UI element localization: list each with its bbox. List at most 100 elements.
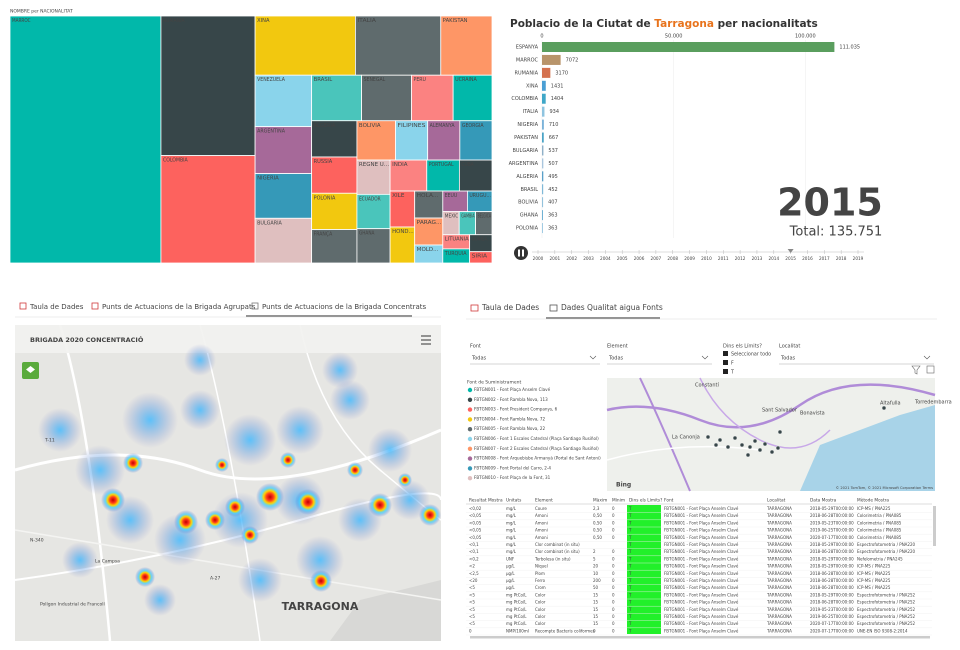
legend-item[interactable]: FBTGN004 - Font Rambla Nova, 72 [474, 416, 546, 421]
treemap-tile[interactable] [355, 15, 442, 76]
treemap-tile[interactable] [469, 251, 493, 264]
treemap-tile[interactable] [389, 159, 428, 192]
filter-icon[interactable] [911, 365, 921, 375]
treemap-tile[interactable] [361, 74, 412, 122]
timeline-label[interactable]: 2019 [853, 256, 864, 261]
legend-item[interactable]: FBTGN010 - Font Plaça de la Font, 31 [474, 475, 551, 480]
timeline-label[interactable]: 2015 [785, 256, 796, 261]
legend-item[interactable]: FBTGN006 - Font 1 Escales Catedral (Plaç… [474, 436, 599, 441]
treemap-tile[interactable] [356, 159, 391, 195]
timeline-label[interactable]: 2017 [819, 256, 830, 261]
timeline-label[interactable]: 2011 [718, 256, 729, 261]
map-marker[interactable] [717, 437, 723, 443]
timeline-label[interactable]: 2009 [684, 256, 695, 261]
timeline-label[interactable]: 2007 [651, 256, 662, 261]
checkbox[interactable] [723, 351, 728, 356]
treemap-tile[interactable] [414, 190, 444, 219]
legend-item[interactable]: FBTGN002 - Font Rambla Nova, 113 [474, 397, 548, 402]
treemap-tile[interactable] [452, 74, 493, 122]
play-button[interactable] [514, 246, 528, 260]
checkbox[interactable] [723, 360, 728, 365]
treemap-tile[interactable] [9, 15, 162, 264]
timeline-label[interactable]: 2012 [735, 256, 746, 261]
map-marker[interactable] [739, 442, 745, 448]
treemap-tile[interactable] [356, 193, 391, 230]
legend-item[interactable]: FBTGN001 - Font Plaça Anselm Clavé [474, 387, 551, 392]
bar[interactable] [542, 145, 544, 156]
bar[interactable] [542, 184, 544, 195]
map-marker[interactable] [725, 444, 731, 450]
legend-item[interactable]: FBTGN003 - Font President Companys, 6 [474, 407, 558, 412]
timeline-label[interactable]: 2018 [836, 256, 847, 261]
bar[interactable] [542, 197, 544, 208]
treemap-tile[interactable] [254, 126, 313, 174]
treemap-tile[interactable] [459, 120, 493, 161]
map-marker[interactable] [769, 449, 775, 455]
tab[interactable]: Punts de Actuacions de la Brigada Concen… [262, 303, 427, 311]
treemap-tile[interactable] [160, 155, 256, 264]
treemap-tile[interactable] [414, 217, 444, 246]
timeline-label[interactable]: 2002 [566, 256, 577, 261]
timeline-label[interactable]: 2003 [583, 256, 594, 261]
treemap-tile[interactable] [356, 228, 391, 264]
treemap-tile[interactable] [254, 15, 356, 76]
bar[interactable] [542, 80, 546, 91]
bar[interactable] [542, 42, 835, 52]
tab[interactable]: Taula de Dades [29, 303, 84, 311]
bar[interactable] [542, 106, 545, 117]
bar[interactable] [542, 67, 551, 78]
focus-icon[interactable] [926, 365, 935, 374]
map-marker[interactable] [713, 442, 719, 448]
treemap-tile[interactable] [254, 74, 313, 128]
timeline-label[interactable]: 2001 [550, 256, 561, 261]
timeline-label[interactable]: 2010 [701, 256, 712, 261]
bar[interactable] [542, 158, 544, 169]
map-marker[interactable] [752, 438, 758, 444]
treemap-tile[interactable] [427, 120, 461, 161]
bar[interactable] [542, 93, 546, 104]
tab[interactable]: Dades Qualitat aigua Fonts [561, 303, 663, 312]
treemap-tile[interactable] [160, 15, 256, 157]
legend-item[interactable]: FBTGN005 - Font Rambla Nova, 22 [474, 426, 546, 431]
timeline-label[interactable]: 2014 [768, 256, 779, 261]
tab[interactable]: Punts de Actuacions de la Brigada Agrupa… [102, 303, 256, 311]
map-marker[interactable] [762, 441, 768, 447]
treemap-tile[interactable] [311, 229, 358, 264]
map-marker[interactable] [775, 445, 781, 451]
filter-value[interactable]: Todas [608, 356, 624, 362]
treemap-tile[interactable] [440, 15, 493, 76]
map-marker[interactable] [757, 447, 763, 453]
legend-item[interactable]: FBTGN007 - Font 2 Escales Catedral (Plaç… [474, 446, 599, 451]
timeline-label[interactable]: 2008 [667, 256, 678, 261]
checkbox[interactable] [723, 369, 728, 374]
map-marker[interactable] [747, 444, 753, 450]
map-marker[interactable] [745, 452, 751, 458]
bar[interactable] [542, 171, 544, 182]
legend-item[interactable]: FBTGN009 - Font Portal del Carro, 2-4 [474, 465, 551, 470]
bar[interactable] [542, 132, 544, 143]
timeline-label[interactable]: 2000 [533, 256, 544, 261]
bar[interactable] [542, 210, 543, 221]
map-marker[interactable] [705, 434, 711, 440]
treemap-tile[interactable] [395, 120, 429, 161]
treemap-tile[interactable] [311, 156, 358, 194]
map-marker[interactable] [732, 435, 738, 441]
treemap-tile[interactable] [254, 217, 313, 264]
bar[interactable] [542, 223, 543, 234]
timeline-label[interactable]: 2005 [617, 256, 628, 261]
scrollbar[interactable] [933, 506, 936, 546]
filter-value[interactable]: Todas [780, 356, 796, 362]
treemap-tile[interactable] [426, 159, 460, 192]
map-marker[interactable] [777, 429, 783, 435]
map-marker[interactable] [881, 405, 887, 411]
tab[interactable]: Taula de Dades [481, 303, 539, 312]
timeline-label[interactable]: 2016 [802, 256, 813, 261]
treemap-tile[interactable] [458, 159, 493, 192]
bar[interactable] [542, 119, 544, 130]
bar[interactable] [542, 54, 561, 65]
scrollbar[interactable] [470, 636, 930, 639]
timeline-label[interactable]: 2004 [600, 256, 611, 261]
filter-value[interactable]: Todas [471, 356, 487, 362]
legend-item[interactable]: FBTGN008 - Font Arquebisbe Armanyà (Port… [474, 456, 601, 461]
timeline-label[interactable]: 2013 [752, 256, 763, 261]
